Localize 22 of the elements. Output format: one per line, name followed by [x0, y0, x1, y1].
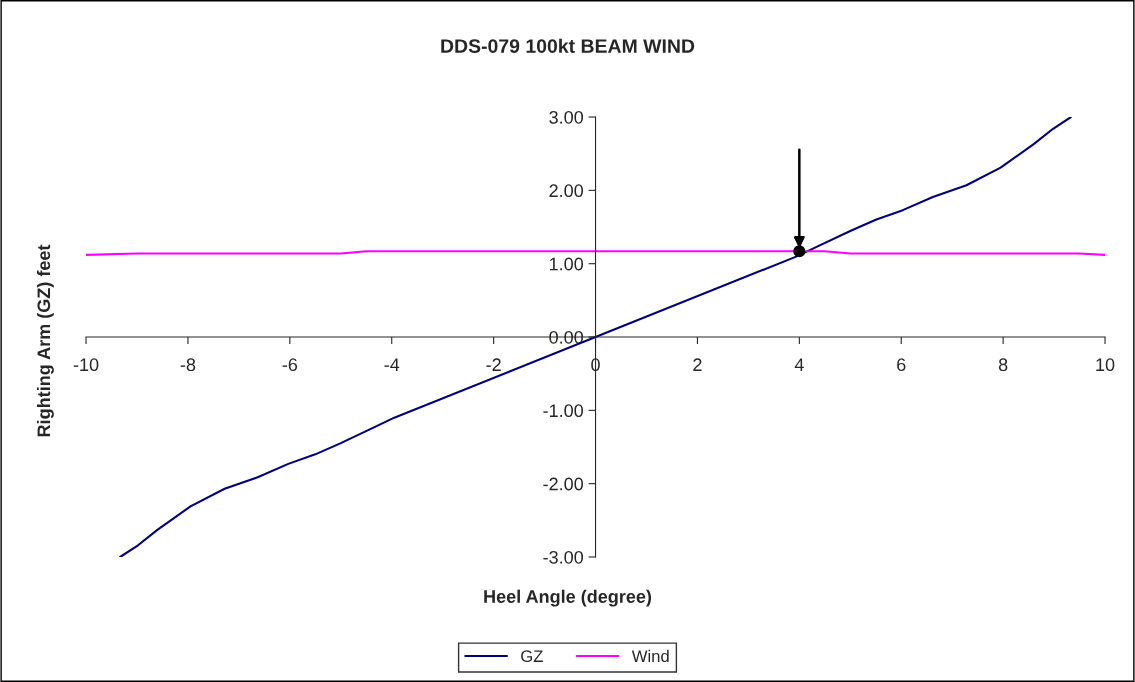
x-tick-label: -6	[282, 358, 298, 372]
x-tick-label: 2	[693, 358, 702, 371]
y-tick-label: -1.00	[543, 404, 584, 418]
x-tick-label: -10	[73, 358, 99, 372]
y-axis-title: Righting Arm (GZ) feet	[36, 244, 54, 437]
y-tick-label: -2.00	[543, 477, 584, 491]
y-tick-label: 2.00	[549, 184, 584, 198]
x-tick-label: -2	[486, 358, 501, 371]
y-tick-label: 1.00	[549, 257, 584, 271]
chart-title: DDS-079 100kt BEAM WIND	[441, 38, 695, 53]
x-tick-label: 4	[794, 358, 804, 371]
x-tick-label: -8	[180, 358, 196, 372]
x-axis-title: Heel Angle (degree)	[484, 589, 652, 607]
x-tick-label: 8	[998, 358, 1008, 372]
x-tick-label: -4	[384, 358, 400, 371]
legend-label: GZ	[521, 650, 543, 663]
y-tick-label: 0.00	[549, 330, 584, 344]
x-tick-label: 6	[897, 358, 906, 372]
y-tick-label: -3.00	[543, 550, 584, 564]
legend-label: Wind	[631, 649, 669, 663]
y-tick-label: 3.00	[549, 110, 584, 124]
x-tick-label: 10	[1096, 358, 1115, 372]
